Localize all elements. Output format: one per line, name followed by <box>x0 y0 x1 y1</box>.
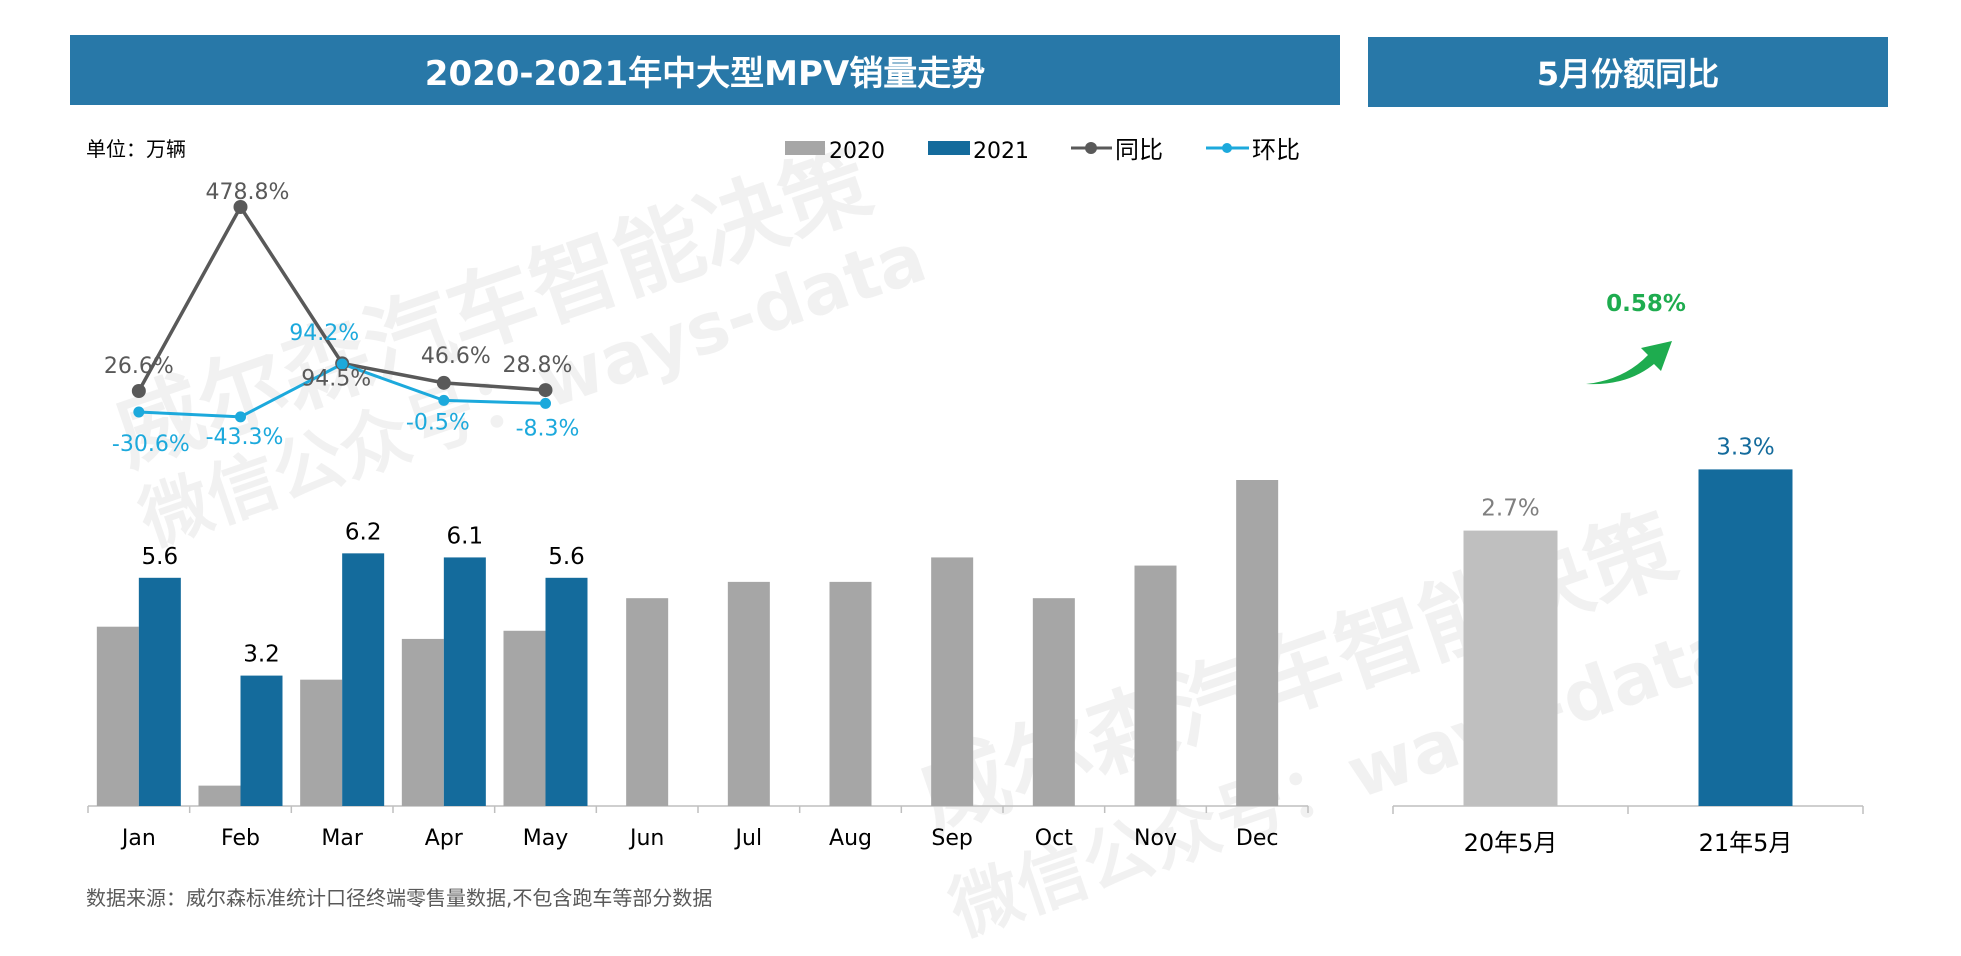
yoy-data-label: 28.8% <box>503 353 573 378</box>
mom-point <box>336 358 348 370</box>
share-x-tick-label: 21年5月 <box>1699 829 1793 857</box>
bar-2020-apr <box>401 638 444 806</box>
share-bar-chart: 2.7% 20年5月 3.3% 21年5月 0.58% <box>1392 291 1864 857</box>
mom-data-label: -30.6% <box>112 432 190 457</box>
bar-2020-may <box>503 630 546 806</box>
share-data-label: 3.3% <box>1716 434 1774 460</box>
bar-2021-apr <box>443 557 486 806</box>
share-bar <box>1698 469 1793 806</box>
unit-label: 单位：万辆 <box>86 137 186 161</box>
mom-data-label: -43.3% <box>206 425 284 450</box>
source-note: 数据来源：威尔森标准统计口径终端零售量数据,不包含跑车等部分数据 <box>86 886 713 910</box>
bar-2020-jan <box>96 626 139 806</box>
x-tick-label: Jun <box>628 826 664 851</box>
bar-2020-oct <box>1032 598 1075 806</box>
legend-swatch-2020 <box>785 141 825 155</box>
bar-2021-jan <box>138 577 181 806</box>
x-tick-label: Jul <box>734 826 763 851</box>
legend-label-2021: 2021 <box>973 139 1029 164</box>
bar-2020-jun <box>626 598 669 806</box>
x-tick-label: Apr <box>425 826 464 851</box>
data-label-2021: 5.6 <box>142 544 179 570</box>
mom-point <box>540 397 551 409</box>
x-tick-label: Jan <box>120 826 156 851</box>
legend: 2020 2021 同比 环比 <box>785 136 1300 164</box>
share-bar <box>1463 530 1558 806</box>
share-data-label: 2.7% <box>1481 496 1539 522</box>
share-change-annotation: 0.58% <box>1606 291 1686 317</box>
x-tick-label: May <box>523 826 568 851</box>
data-label-2021: 6.1 <box>447 523 484 549</box>
legend-label-mom: 环比 <box>1252 136 1300 164</box>
mom-data-label: -8.3% <box>516 416 580 441</box>
data-label-2021: 3.2 <box>243 642 280 668</box>
bar-2020-feb <box>198 785 241 806</box>
x-tick-label: Oct <box>1035 826 1073 851</box>
x-tick-label: Nov <box>1134 826 1177 851</box>
bar-2021-feb <box>240 675 283 806</box>
bar-2020-dec <box>1236 480 1279 806</box>
bar-2021-may <box>545 577 588 806</box>
legend-label-2020: 2020 <box>829 139 885 164</box>
bar-2020-nov <box>1134 565 1177 806</box>
mom-data-label: 94.2% <box>289 321 359 346</box>
x-tick-label: Feb <box>221 826 260 851</box>
bar-2020-jul <box>727 581 770 806</box>
mom-point <box>438 394 450 406</box>
legend-swatch-2021 <box>928 141 970 155</box>
yoy-data-label: 46.6% <box>421 344 491 369</box>
ratio-line-chart: 26.6% 478.8% 94.5% 46.6% 28.8% -30.6% -43.3% 94… <box>104 180 580 457</box>
legend-label-yoy: 同比 <box>1115 136 1163 164</box>
share-x-tick-label: 20年5月 <box>1464 829 1558 857</box>
yoy-point <box>436 375 451 390</box>
yoy-data-label: 26.6% <box>104 354 174 379</box>
mom-point <box>235 411 246 423</box>
legend-marker-yoy <box>1085 142 1097 154</box>
yoy-data-label: 94.5% <box>301 366 371 391</box>
bar-2020-sep <box>931 557 974 806</box>
x-tick-label: Aug <box>829 826 872 851</box>
data-label-2021: 6.2 <box>345 519 382 545</box>
mom-point <box>133 406 145 418</box>
yoy-point <box>538 383 553 398</box>
bar-2020-mar <box>300 679 343 806</box>
x-tick-label: Sep <box>931 826 972 851</box>
yoy-data-label: 478.8% <box>206 180 290 205</box>
x-tick-label: Mar <box>321 826 363 851</box>
data-label-2021: 5.6 <box>548 544 585 570</box>
x-tick-label: Dec <box>1236 826 1279 851</box>
main-chart-title: 2020-2021年中大型MPV销量走势 <box>70 35 1340 105</box>
yoy-point <box>131 384 146 398</box>
yoy-point <box>233 200 248 214</box>
bar-2021-mar <box>342 553 385 806</box>
monthly-bar-chart: 5.6 Jan 3.2 Feb 6.2 Mar 6.1 Apr 5.6 May Jun Jul Aug S… <box>87 480 1309 851</box>
mom-data-label: -0.5% <box>406 410 470 435</box>
growth-arrow-icon <box>1586 341 1672 385</box>
bar-2020-aug <box>829 581 872 806</box>
share-chart-title: 5月份额同比 <box>1368 37 1888 107</box>
legend-marker-mom <box>1222 143 1232 153</box>
